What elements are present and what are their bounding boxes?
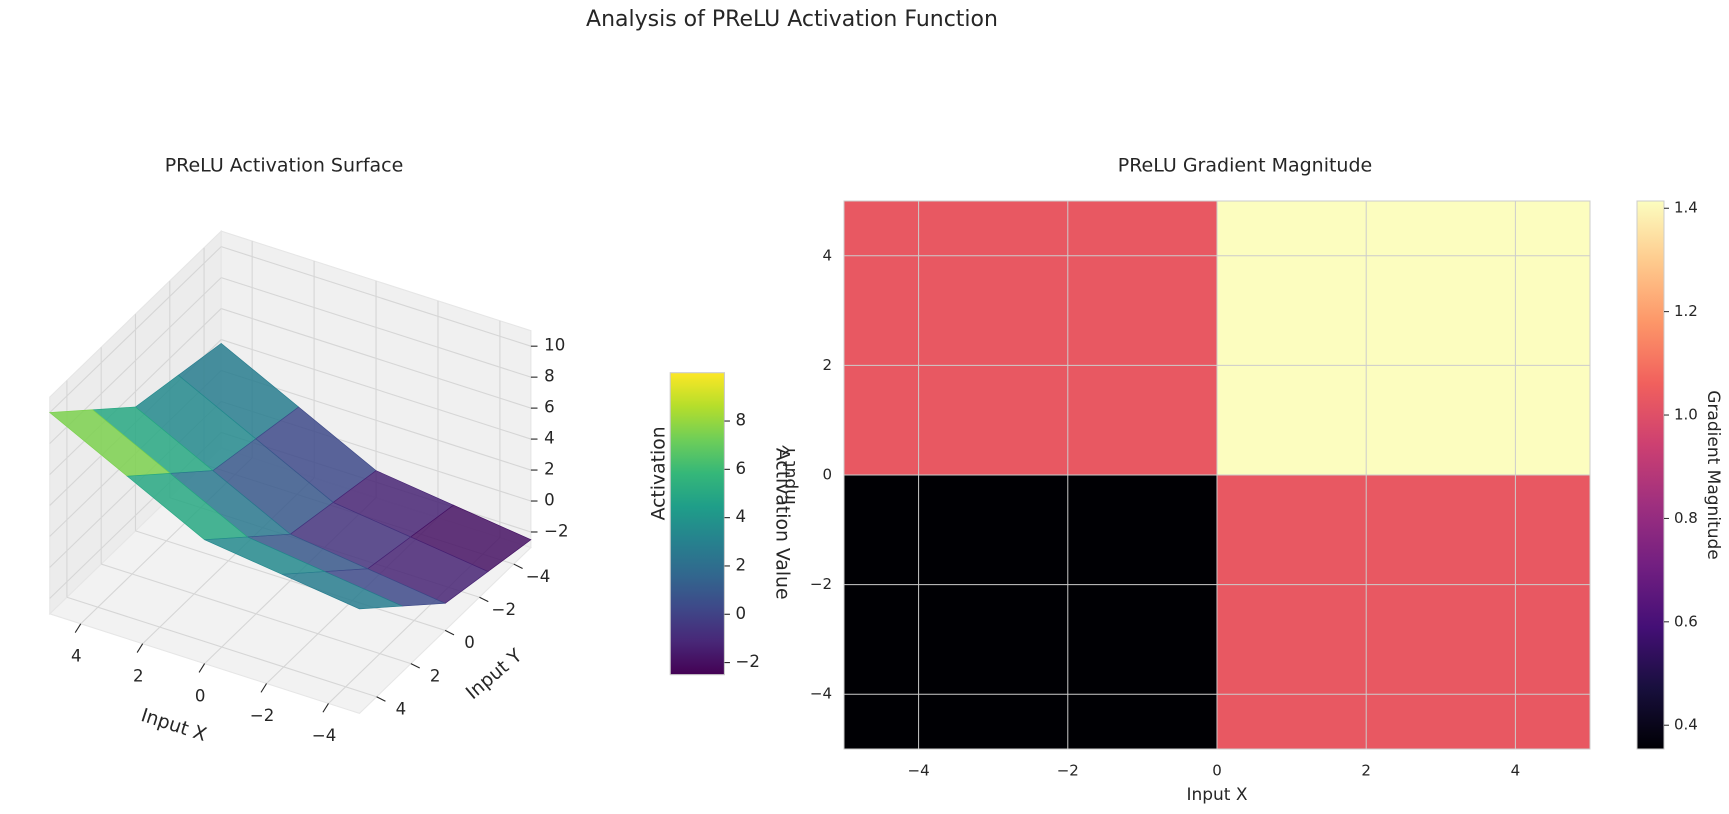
x-tick [198,663,206,673]
colorbar-tick-label: 8 [735,411,746,430]
z-tick-label: 6 [544,398,555,417]
colorbar [669,372,725,676]
y-tick-label: −4 [526,567,550,586]
colorbar-tick-label: 1.0 [1674,406,1698,424]
grid-line [221,277,532,378]
y-tick-label: 0 [822,466,832,484]
y-tick-label: −4 [810,685,832,703]
grid-line [221,339,532,440]
x-axis-label: Input X [138,705,209,746]
y-tick-label: −2 [810,575,832,593]
x-tick-label: 0 [195,686,206,705]
z-axis-label: Activation [649,426,670,520]
x-tick-label: 2 [1361,762,1371,780]
grid-line [66,596,377,698]
plot-frame [843,200,1591,750]
grid-line [49,308,222,475]
colorbar-tick-label: 0.8 [1674,509,1698,527]
x-tick-label: −4 [312,726,336,745]
grid-line [221,308,532,409]
x-tick-label: 4 [71,646,82,665]
x-tick-label: 2 [133,666,144,685]
colorbar-tick-label: 4 [735,507,746,526]
y-tick [479,596,489,603]
grid-line [101,563,412,665]
x-tick-label: −2 [1057,762,1079,780]
y-tick [410,663,420,669]
heatmap-cell [844,475,1217,749]
colorbar [1636,200,1665,750]
colorbar-tick-label: 2 [735,555,746,574]
z-tick-label: 2 [544,460,555,479]
x-tick [74,623,82,633]
x-tick-label: −4 [908,762,930,780]
colorbar-tick-label: 0 [735,604,746,623]
x-tick [136,643,144,653]
y-axis-label: Input Y [780,444,800,504]
y-axis-label: Input Y [462,645,527,704]
z-tick-label: 10 [544,336,565,355]
heatmap-cell [844,201,1217,475]
surface-panel: −4 −2 0 2 4 −4 −2 0 2 4 −2 0 2 4 6 8 10 Input X Input Y Act… [48,229,792,746]
y-tick [444,629,455,636]
heatmap-title: PReLU Gradient Magnitude [1118,155,1372,177]
heatmap-cell [1217,475,1590,749]
y-tick-label: 2 [822,356,832,374]
colorbar-label: Gradient Magnitude [1703,390,1723,559]
z-tick-label: 4 [544,429,555,448]
y-tick [513,563,523,569]
x-axis-label: Input X [1186,785,1247,805]
colorbar-tick-label: −2 [735,652,759,671]
y-tick-label: 4 [396,700,407,719]
heatmap-cell [1217,201,1590,475]
y-tick-label: 0 [464,633,475,652]
colorbar-tick-label: 0.4 [1674,716,1698,734]
figure-title: Analysis of PReLU Activation Function [586,7,998,32]
y-tick-label: 4 [822,246,832,264]
colorbar-tick-label: 6 [735,459,746,478]
x-tick [322,703,329,713]
z-tick-label: 8 [544,367,555,386]
colorbar-tick-label: 0.6 [1674,612,1698,630]
y-tick-label: −2 [492,600,516,619]
z-tick-label: −2 [544,521,568,540]
x-tick [260,683,268,693]
surface-patch [281,571,403,610]
z-tick-label: 0 [544,491,555,510]
x-tick-label: 4 [1511,762,1521,780]
y-tick [376,696,386,702]
x-tick-label: −2 [250,706,274,725]
grid-line [135,530,446,631]
grid-line [49,246,222,413]
colorbar-tick-label: 1.2 [1674,302,1698,320]
surface-title: PReLU Activation Surface [165,155,404,177]
colorbar-tick-label: 1.4 [1674,199,1698,217]
colorbar-label: Activation Value [771,448,792,600]
grid-line [221,246,532,347]
x-tick-label: 0 [1212,762,1222,780]
y-tick-label: 2 [430,666,441,685]
